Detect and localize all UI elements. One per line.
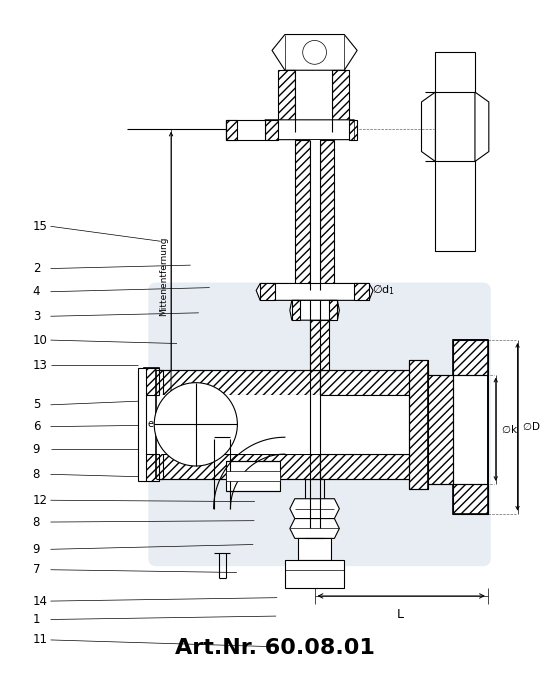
Text: Mittenentfernung: Mittenentfernung <box>158 237 168 316</box>
Text: 11: 11 <box>32 633 48 646</box>
Bar <box>285 560 344 588</box>
Polygon shape <box>349 120 357 139</box>
Text: 9: 9 <box>32 543 40 556</box>
Text: 10: 10 <box>32 334 48 347</box>
Polygon shape <box>332 70 349 132</box>
Bar <box>453 340 488 514</box>
Circle shape <box>154 383 238 466</box>
Polygon shape <box>144 368 159 394</box>
Bar <box>226 461 280 491</box>
Polygon shape <box>421 92 436 161</box>
Polygon shape <box>156 370 320 394</box>
Polygon shape <box>292 300 300 320</box>
Text: $\emptyset$k: $\emptyset$k <box>500 423 518 436</box>
Bar <box>436 52 475 251</box>
Text: 13: 13 <box>32 359 48 372</box>
Polygon shape <box>226 120 238 139</box>
Polygon shape <box>144 454 159 481</box>
Polygon shape <box>290 499 339 519</box>
Text: 8: 8 <box>32 468 40 481</box>
Polygon shape <box>265 120 278 139</box>
Text: f: f <box>230 125 233 135</box>
Polygon shape <box>320 139 334 291</box>
Bar <box>226 471 280 481</box>
Text: $\emptyset$d$_1$: $\emptyset$d$_1$ <box>372 284 395 297</box>
Bar <box>139 368 146 481</box>
Polygon shape <box>295 139 310 291</box>
Bar <box>320 394 428 454</box>
Polygon shape <box>290 300 339 320</box>
Text: 15: 15 <box>32 220 48 233</box>
Text: 3: 3 <box>32 310 40 323</box>
Polygon shape <box>256 284 373 300</box>
Polygon shape <box>409 360 428 489</box>
Text: 8: 8 <box>32 515 40 528</box>
Polygon shape <box>453 340 488 374</box>
Polygon shape <box>290 519 339 539</box>
Text: 12: 12 <box>32 494 48 507</box>
Circle shape <box>302 41 327 65</box>
Polygon shape <box>151 370 163 479</box>
Text: 4: 4 <box>32 285 40 298</box>
Text: 14: 14 <box>32 594 48 607</box>
Text: 9: 9 <box>32 442 40 455</box>
Polygon shape <box>272 34 357 70</box>
Bar <box>144 368 159 481</box>
Polygon shape <box>278 70 295 132</box>
Polygon shape <box>262 120 357 139</box>
Text: $\emptyset$D: $\emptyset$D <box>522 420 541 432</box>
FancyBboxPatch shape <box>148 282 491 566</box>
Text: 7: 7 <box>32 563 40 576</box>
Polygon shape <box>453 484 488 514</box>
Polygon shape <box>156 454 320 479</box>
Polygon shape <box>310 320 329 370</box>
Polygon shape <box>226 120 265 139</box>
Bar <box>310 139 320 291</box>
Text: 6: 6 <box>32 420 40 433</box>
Text: L: L <box>397 608 404 621</box>
Text: Art.Nr. 60.08.01: Art.Nr. 60.08.01 <box>175 638 375 657</box>
Text: 1: 1 <box>32 613 40 626</box>
Polygon shape <box>475 92 489 161</box>
Bar <box>298 539 332 560</box>
Text: e: e <box>147 419 153 429</box>
Polygon shape <box>329 300 337 320</box>
Bar <box>295 70 332 132</box>
Bar <box>156 394 320 454</box>
Text: 5: 5 <box>32 398 40 412</box>
Polygon shape <box>260 284 275 300</box>
Polygon shape <box>320 370 428 394</box>
Polygon shape <box>428 374 453 484</box>
Text: 2: 2 <box>32 262 40 275</box>
Polygon shape <box>354 284 369 300</box>
Polygon shape <box>320 454 428 479</box>
